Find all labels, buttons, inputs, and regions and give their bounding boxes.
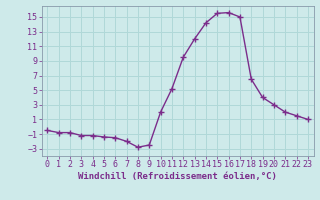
- X-axis label: Windchill (Refroidissement éolien,°C): Windchill (Refroidissement éolien,°C): [78, 172, 277, 181]
